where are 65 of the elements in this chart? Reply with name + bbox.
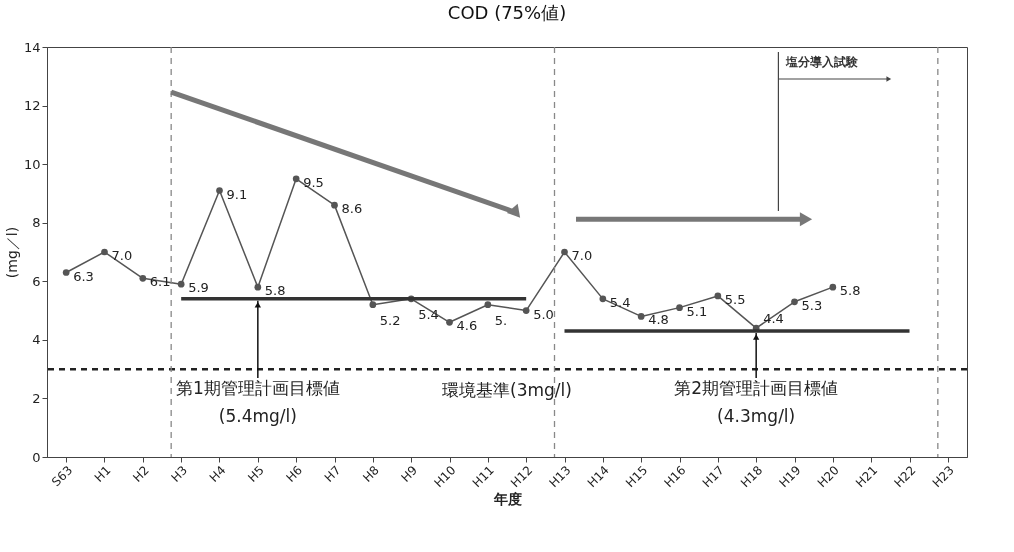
point [331, 201, 338, 209]
x-tick-label: S63 [49, 463, 76, 490]
point [676, 304, 683, 311]
point [369, 301, 377, 309]
data-label: 5.1 [686, 303, 708, 319]
y-tick-label: 12 [23, 98, 41, 114]
x-tick-label: H11 [469, 463, 497, 491]
annotation: 第1期管理計画目標値 (5.4mg/l) [175, 377, 340, 426]
data-label: 5.8 [839, 283, 861, 299]
y-tick-label: 4 [32, 332, 41, 348]
x-tick-label: H21 [853, 463, 881, 491]
data-label: 6.3 [73, 268, 94, 284]
x-tick-label: H5 [245, 463, 267, 485]
ref-line-label: 環境基準(3mg/l) [442, 380, 572, 401]
data-label: 5.4 [609, 294, 631, 310]
y-tick-label: 10 [23, 156, 41, 172]
data-label: 5.0 [533, 306, 554, 322]
x-tick-label: H9 [398, 463, 421, 485]
point [829, 283, 837, 291]
data-label: 9.5 [303, 174, 324, 190]
x-tick-label: H4 [206, 463, 229, 485]
point [714, 292, 722, 300]
data-label: 7.0 [571, 248, 593, 263]
point [292, 175, 300, 183]
y-tick-label: 0 [32, 449, 41, 465]
point [101, 248, 108, 256]
y-axis-title: (mg／l) [3, 226, 20, 279]
point [561, 248, 568, 256]
point [177, 280, 185, 288]
point [139, 275, 147, 282]
data-label: 9.1 [226, 186, 248, 202]
x-axis-title: 年度 [492, 491, 522, 508]
point [791, 298, 798, 306]
data-label: 5.9 [188, 280, 209, 296]
x-tick-label: H8 [360, 463, 382, 485]
annotation: 塩分導入試験 [785, 55, 860, 69]
point [484, 301, 492, 309]
point [599, 295, 607, 303]
data-label: 5.5 [724, 291, 746, 307]
data-label: 5.2 [379, 312, 401, 328]
point [254, 283, 262, 291]
chart-title: COD (75%値) [447, 2, 567, 23]
x-tick-label: H1 [91, 463, 114, 485]
y-tick-label: 14 [23, 39, 41, 55]
data-label: 5.3 [801, 297, 823, 313]
x-tick-label: H6 [283, 463, 306, 485]
data-label: 7.0 [111, 248, 133, 263]
x-tick-label: H7 [321, 463, 344, 485]
y-tick-label: 6 [32, 273, 41, 289]
x-tick-label: H3 [168, 463, 191, 485]
point [446, 318, 453, 326]
annotation: 第2期管理計画目標値 (4.3mg/l) [674, 377, 839, 426]
point [522, 307, 530, 314]
data-label: 5. [494, 312, 508, 328]
point [637, 313, 645, 320]
y-tick-label: 2 [32, 390, 41, 406]
y-tick-label: 8 [32, 215, 41, 231]
data-label: 4.8 [648, 312, 669, 328]
data-label: 5.4 [418, 306, 439, 322]
data-label: 5.8 [264, 283, 286, 299]
point [216, 187, 223, 194]
data-label: 8.6 [341, 201, 363, 217]
x-tick-label: H2 [130, 463, 152, 485]
data-label: 4.6 [456, 318, 478, 334]
point [62, 269, 70, 276]
